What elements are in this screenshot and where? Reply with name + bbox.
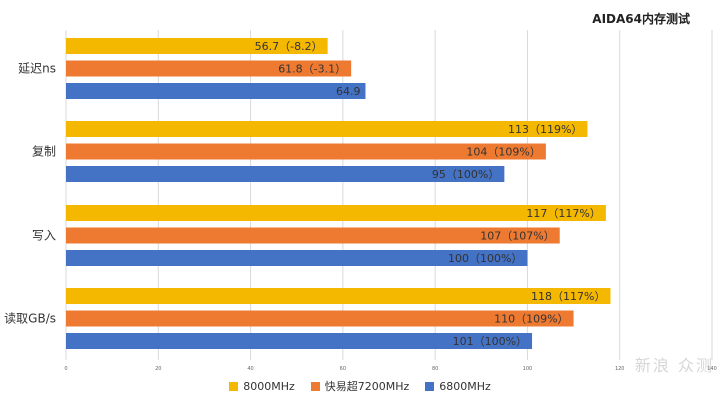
data-label: 61.8（-3.1） xyxy=(278,63,346,76)
bar xyxy=(66,250,528,266)
data-label: 64.9 xyxy=(336,85,361,98)
data-label: 110（109%） xyxy=(494,313,568,326)
data-label: 107（107%） xyxy=(480,230,554,243)
bar xyxy=(66,333,533,349)
legend-item: 8000MHz xyxy=(229,378,295,394)
legend-swatch xyxy=(425,381,435,391)
bar xyxy=(66,310,574,327)
watermark: 新浪 众测 xyxy=(634,356,714,375)
bar xyxy=(66,38,328,54)
bar xyxy=(66,60,352,77)
bar xyxy=(66,121,588,137)
data-label: 118（117%） xyxy=(531,290,605,303)
data-label: 101（100%） xyxy=(453,335,527,348)
legend-label: 6800MHz xyxy=(439,379,491,393)
legend-label: 8000MHz xyxy=(243,379,295,393)
category-label: 复制 xyxy=(32,145,56,159)
category-label: 读取GB/s xyxy=(4,312,56,326)
x-tick-label: 80 xyxy=(432,366,438,372)
x-tick-label: 100 xyxy=(523,366,533,372)
x-tick-label: 60 xyxy=(340,366,346,372)
data-label: 100（100%） xyxy=(448,252,522,265)
legend-item: 快易超7200MHz xyxy=(310,378,410,394)
data-label: 104（109%） xyxy=(466,146,540,159)
bar xyxy=(66,227,560,244)
category-label: 延迟ns xyxy=(18,62,56,76)
legend: 8000MHz 快易超7200MHz 6800MHz xyxy=(0,378,720,394)
x-tick-label: 0 xyxy=(64,366,67,372)
bar xyxy=(66,166,505,182)
legend-label: 快易超7200MHz xyxy=(324,380,410,393)
data-label: 95（100%） xyxy=(432,168,499,181)
data-label: 56.7（-8.2） xyxy=(255,40,323,53)
x-tick-label: 120 xyxy=(615,366,625,372)
bar xyxy=(66,83,366,99)
legend-swatch xyxy=(229,381,239,391)
x-tick-label: 40 xyxy=(247,366,253,372)
x-tick-label: 140 xyxy=(707,366,717,372)
legend-item: 6800MHz xyxy=(425,378,491,394)
data-label: 113（119%） xyxy=(508,123,582,136)
bar xyxy=(66,143,546,160)
chart-title: AIDA64内存测试 xyxy=(592,12,690,26)
data-label: 117（117%） xyxy=(526,207,600,220)
category-label: 写入 xyxy=(32,229,56,243)
x-tick-label: 20 xyxy=(155,366,161,372)
bar xyxy=(66,288,611,304)
legend-swatch xyxy=(310,381,320,391)
bar xyxy=(66,205,606,221)
